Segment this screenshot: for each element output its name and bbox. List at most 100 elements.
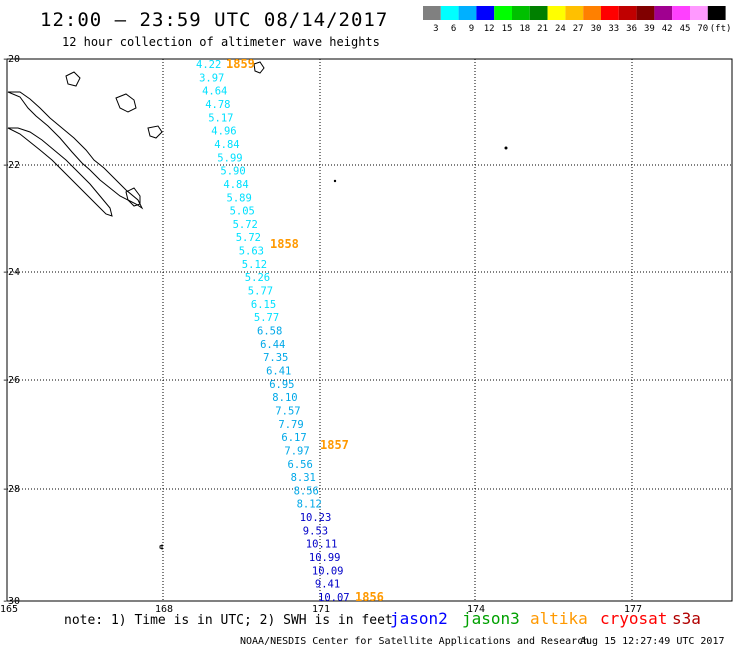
color-scale-label: 3 — [433, 24, 438, 34]
island — [115, 93, 137, 113]
wave-height-label: 7.97 — [284, 445, 309, 457]
lon-label: 168 — [155, 604, 173, 615]
color-swatch — [636, 6, 655, 20]
island-dot — [504, 146, 508, 150]
lon-label: 174 — [467, 604, 485, 615]
island — [253, 61, 265, 74]
wave-height-label: 4.64 — [202, 86, 227, 98]
lat-label: -28 — [2, 484, 20, 495]
satellite-jason2: jason2 — [390, 609, 448, 628]
island — [147, 125, 163, 139]
wave-height-label: 5.90 — [220, 166, 245, 178]
wave-height-label: 5.72 — [233, 219, 258, 231]
wave-height-label: 7.79 — [278, 419, 303, 431]
wave-height-label: 6.17 — [281, 432, 306, 444]
color-scale-label: 27 — [573, 24, 584, 34]
wave-height-label: 7.57 — [275, 405, 300, 417]
wave-height-label: 7.35 — [263, 352, 288, 364]
coastline-segment — [7, 127, 113, 217]
island — [159, 544, 163, 550]
satellite-legend: jason2 jason3 altika cryosat s3a — [390, 609, 701, 628]
timestamp-text: Aug 15 12:27:49 UTC 2017 — [580, 636, 725, 647]
longitude-labels: 165 168 171 174 177 — [0, 604, 642, 615]
new-caledonia-coast — [7, 91, 144, 210]
wave-height-label: 5.12 — [242, 259, 267, 271]
wave-height-label: 6.41 — [266, 366, 291, 378]
color-scale-label: 39 — [644, 24, 655, 34]
map-title: 12:00 — 23:59 UTC 08/14/2017 — [40, 9, 388, 31]
wave-height-label: 9.41 — [315, 579, 340, 591]
color-scale-label: 15 — [502, 24, 513, 34]
lat-label: -26 — [2, 375, 20, 386]
wave-height-label: 3.97 — [199, 72, 224, 84]
wave-height-label: 5.05 — [230, 206, 255, 218]
map-grid — [7, 59, 732, 601]
color-scale-label: 45 — [680, 24, 691, 34]
color-swatch — [547, 6, 566, 20]
lon-label: 177 — [624, 604, 642, 615]
wave-height-label: 5.99 — [217, 152, 242, 164]
time-label: 1857 — [320, 438, 349, 452]
map-subtitle: 12 hour collection of altimeter wave hei… — [62, 35, 380, 49]
wave-height-label: 5.72 — [236, 232, 261, 244]
wave-height-label: 8.10 — [272, 392, 297, 404]
lon-label: 165 — [0, 604, 18, 615]
credit-text: NOAA/NESDIS Center for Satellite Applica… — [240, 636, 589, 647]
wave-height-label: 5.77 — [248, 286, 273, 298]
wave-height-label: 10.07 — [318, 592, 350, 604]
color-scale-label: 21 — [537, 24, 548, 34]
lat-label: -30 — [2, 596, 20, 607]
wave-height-label: 8.12 — [297, 499, 322, 511]
footer-note: note: 1) Time is in UTC; 2) SWH is in fe… — [64, 613, 393, 628]
wave-height-label: 4.96 — [211, 126, 236, 138]
island — [125, 187, 141, 207]
color-swatch — [654, 6, 673, 20]
color-swatch — [458, 6, 477, 20]
color-scale-label: 9 — [469, 24, 474, 34]
time-label: 1858 — [270, 237, 299, 251]
color-swatch — [476, 6, 495, 20]
altimeter-track: 4.223.974.644.785.174.964.845.995.904.84… — [196, 59, 350, 604]
time-label: 1859 — [226, 57, 255, 71]
satellite-cryosat: cryosat — [600, 609, 667, 628]
color-swatch — [672, 6, 690, 20]
wave-height-label: 5.26 — [245, 272, 270, 284]
wave-height-label: 9.53 — [303, 525, 328, 537]
island-dot — [333, 179, 337, 183]
color-swatch — [529, 6, 548, 20]
color-swatch — [690, 6, 708, 20]
wave-height-label: 4.84 — [214, 139, 239, 151]
lat-label: -22 — [2, 160, 20, 171]
color-swatch — [565, 6, 584, 20]
wave-height-label: 5.89 — [227, 192, 252, 204]
map-frame — [6, 58, 733, 602]
color-swatch — [618, 6, 637, 20]
wave-height-label: 10.99 — [309, 552, 341, 564]
wave-height-label: 6.44 — [260, 339, 285, 351]
color-scale-label: 30 — [591, 24, 602, 34]
wave-height-label: 8.31 — [291, 472, 316, 484]
satellite-altika: altika — [530, 609, 588, 628]
wave-height-label: 4.22 — [196, 59, 221, 71]
island — [65, 71, 81, 87]
wave-height-label: 8.56 — [294, 485, 319, 497]
wave-height-label: 10.09 — [312, 565, 344, 577]
wave-height-label: 6.56 — [288, 459, 313, 471]
lon-label: 171 — [312, 604, 330, 615]
color-scale-label: 12 — [484, 24, 495, 34]
color-scale-label: 24 — [555, 24, 566, 34]
wave-height-label: 10.11 — [306, 539, 338, 551]
wave-height-label: 10.23 — [300, 512, 332, 524]
color-swatch — [494, 6, 512, 20]
wave-height-label: 6.15 — [251, 299, 276, 311]
latitude-labels: -20 -22 -24 -26 -28 -30 — [2, 54, 20, 607]
color-swatch — [440, 6, 459, 20]
lat-label: -24 — [2, 267, 20, 278]
color-scale-label: 18 — [519, 24, 530, 34]
time-labels: 1859 1858 1857 1856 — [226, 57, 384, 604]
color-scale-label: 6 — [451, 24, 456, 34]
color-scale-label: 36 — [626, 24, 637, 34]
color-swatch — [707, 6, 726, 20]
color-swatch — [423, 6, 441, 20]
time-label: 1856 — [355, 590, 384, 604]
